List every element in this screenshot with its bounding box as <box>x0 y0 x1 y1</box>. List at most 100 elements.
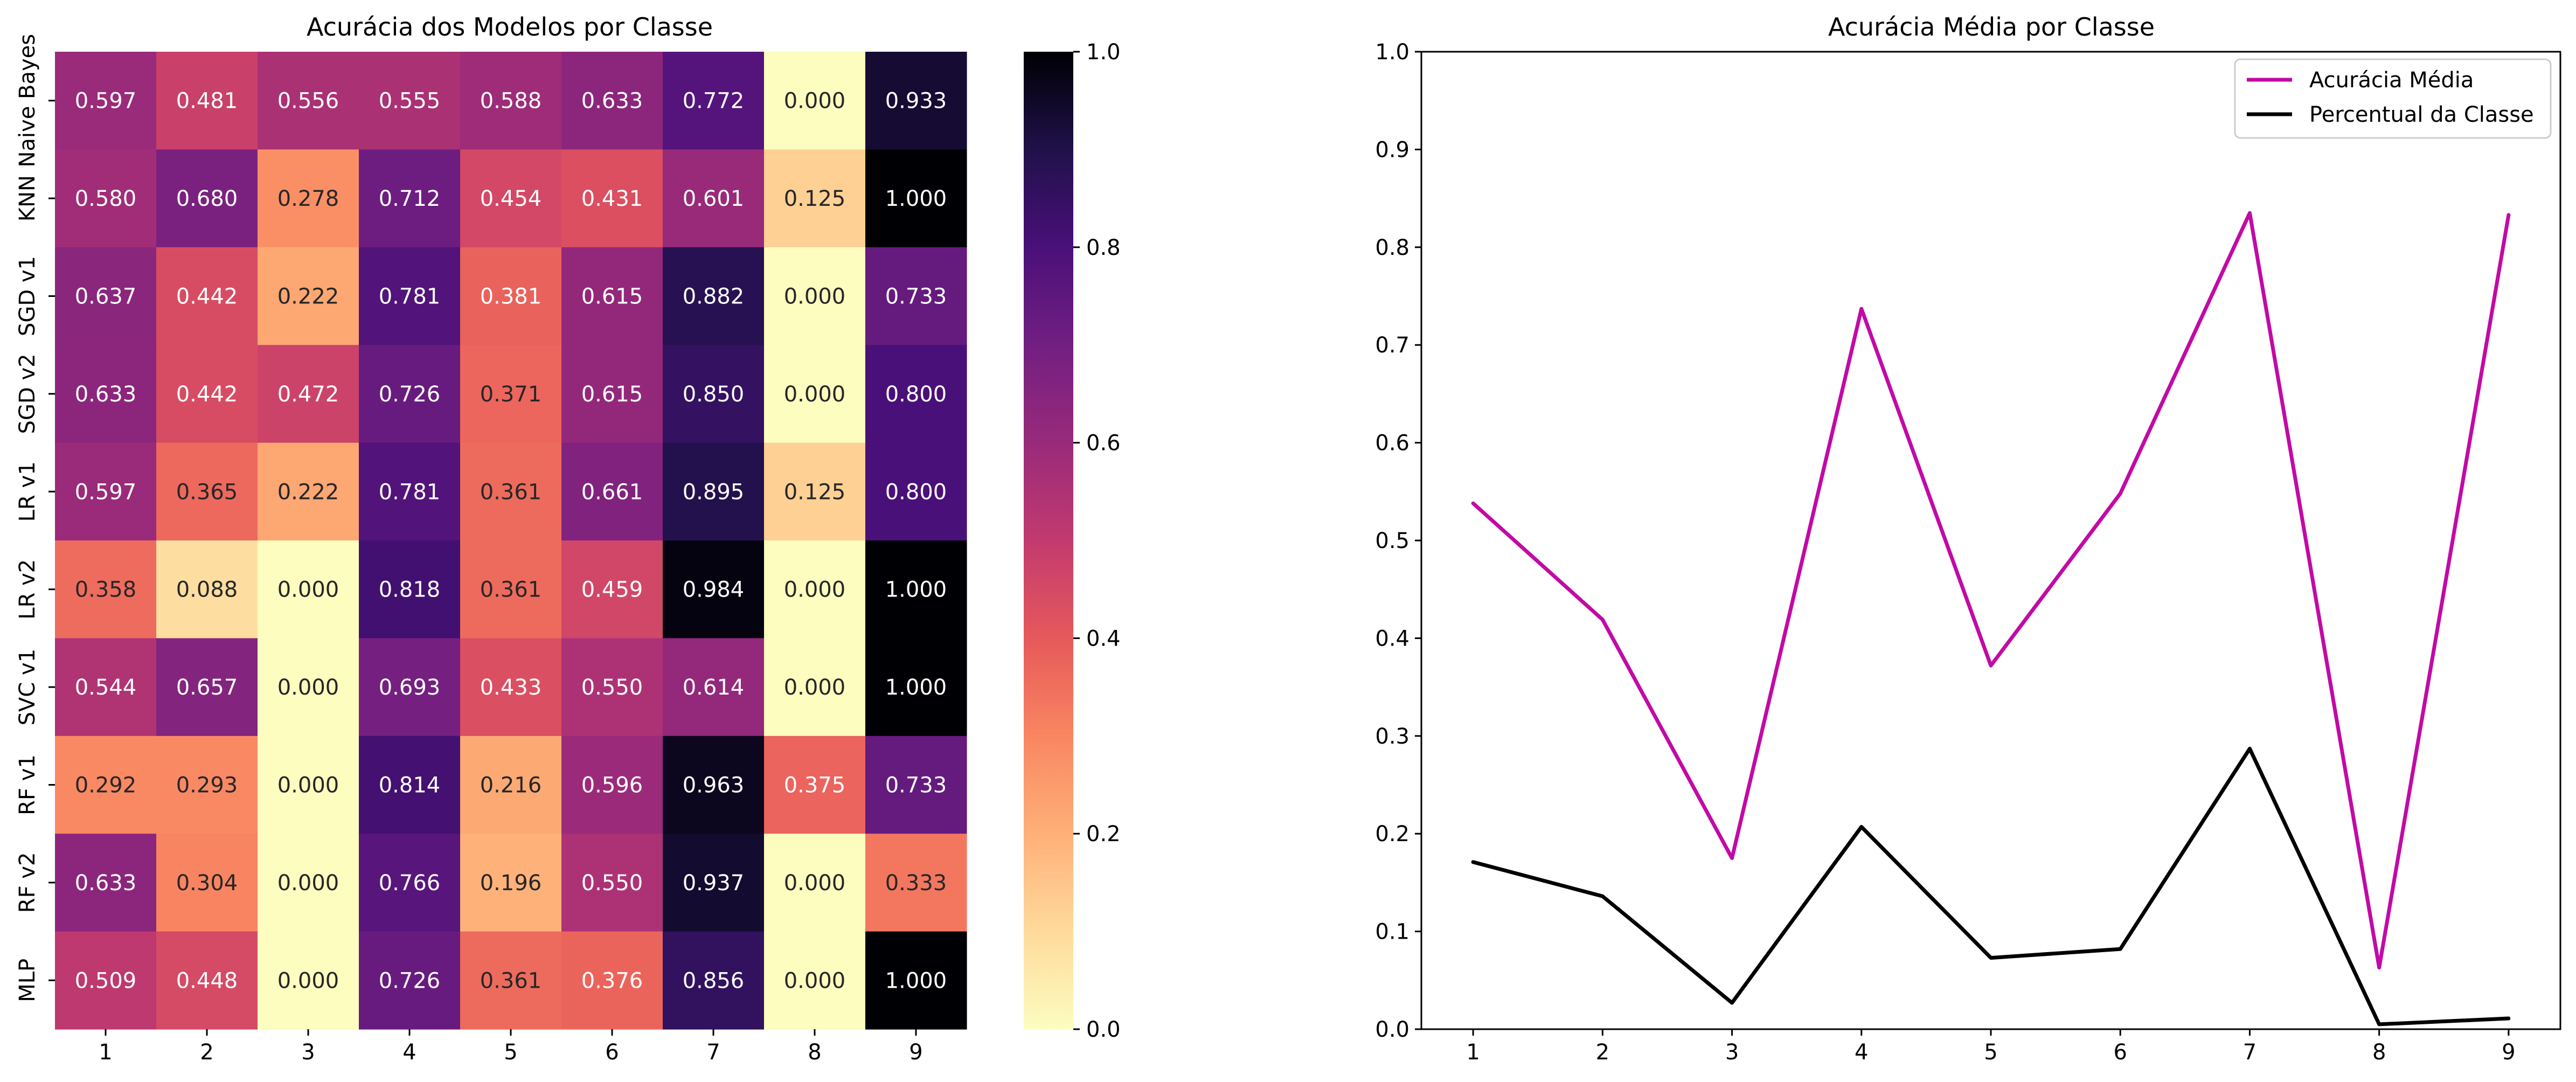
heatmap-cell <box>156 149 258 248</box>
heatmap-cell-label: 0.481 <box>176 89 238 114</box>
heatmap-cell-label: 0.293 <box>176 773 238 798</box>
legend: Acurácia Média Percentual da Classe <box>2234 58 2552 139</box>
heatmap-cell <box>764 149 866 248</box>
heatmap-y-tick-label: Naive Bayes <box>15 34 40 168</box>
heatmap-cell-label: 0.781 <box>379 285 441 309</box>
heatmap-cell <box>156 834 258 932</box>
heatmap-cell <box>561 834 663 932</box>
line-chart-y-tick-label: 0.1 <box>1375 920 1409 945</box>
heatmap-cell <box>663 442 765 541</box>
heatmap-cell <box>663 736 765 834</box>
heatmap-cell <box>764 247 866 345</box>
heatmap-cell <box>258 247 359 345</box>
heatmap-cell-label: 0.633 <box>75 871 137 896</box>
line-chart-x-tick-label: 2 <box>1596 1040 1609 1065</box>
heatmap-cell-label: 0.358 <box>75 578 137 602</box>
line-chart-x-tick-label: 9 <box>2502 1040 2515 1065</box>
heatmap-cell-label: 1.000 <box>885 675 947 700</box>
heatmap-cell-label: 0.544 <box>75 675 137 700</box>
heatmap-cell-label: 0.000 <box>277 773 339 798</box>
heatmap-cell <box>258 638 359 737</box>
heatmap-cell <box>258 52 359 150</box>
heatmap-cell <box>663 247 765 345</box>
heatmap-cell-label: 0.733 <box>885 285 947 309</box>
heatmap-cell-label: 0.442 <box>176 285 238 309</box>
heatmap-cell <box>359 52 461 150</box>
heatmap-cell-label: 0.125 <box>784 480 846 504</box>
heatmap-cell <box>663 834 765 932</box>
heatmap-cell-label: 0.614 <box>683 675 745 700</box>
heatmap-cell <box>764 52 866 150</box>
heatmap-cell-label: 0.000 <box>784 968 846 993</box>
colorbar: 0.0 0.2 0.4 0.6 0.8 1.0 <box>1024 40 1121 1042</box>
heatmap-cell <box>663 931 765 1030</box>
heatmap-cell-label: 0.000 <box>784 285 846 309</box>
line-series <box>1471 746 2511 1026</box>
heatmap-cell <box>55 442 157 541</box>
heatmap-cell-label: 0.766 <box>379 871 441 896</box>
heatmap-cell-label: 0.216 <box>480 773 542 798</box>
heatmap-x-tick-label: 2 <box>200 1040 213 1065</box>
heatmap-cell-label: 0.000 <box>784 871 846 896</box>
heatmap-x-tick-label: 1 <box>99 1040 112 1065</box>
heatmap-cell <box>156 345 258 443</box>
heatmap-cell-label: 0.000 <box>784 578 846 602</box>
line-chart-y-tick-label: 0.9 <box>1375 137 1409 162</box>
heatmap-cell-label: 0.550 <box>581 871 643 896</box>
heatmap-cell <box>865 931 967 1030</box>
heatmap-cell-label: 0.550 <box>581 675 643 700</box>
heatmap-cell-label: 0.712 <box>379 186 441 211</box>
heatmap-cell-label: 0.661 <box>581 480 643 504</box>
heatmap-cell-label: 0.088 <box>176 578 238 602</box>
heatmap-y-tick-label: RF v2 <box>15 852 40 913</box>
line-chart-panel: Acurácia Média por Classe 0.00.10.20.30.… <box>1375 12 2561 1065</box>
heatmap-cell-label: 0.000 <box>277 968 339 993</box>
heatmap-cell <box>156 736 258 834</box>
heatmap-cell-label: 0.937 <box>683 871 745 896</box>
heatmap-cell-label: 0.555 <box>379 89 441 114</box>
heatmap-x-tick-label: 7 <box>706 1040 720 1065</box>
heatmap-cell <box>55 638 157 737</box>
heatmap-cell <box>359 247 461 345</box>
heatmap-cell <box>258 931 359 1030</box>
heatmap-cell <box>561 345 663 443</box>
heatmap-cell <box>359 442 461 541</box>
heatmap-cell-label: 0.615 <box>581 382 643 407</box>
heatmap-cell <box>764 736 866 834</box>
heatmap-cell <box>258 736 359 834</box>
heatmap-cell-label: 0.588 <box>480 89 542 114</box>
heatmap-cell-label: 0.000 <box>784 675 846 700</box>
heatmap-cell-label: 0.693 <box>379 675 441 700</box>
heatmap-cell-label: 0.680 <box>176 186 238 211</box>
heatmap-cell <box>55 149 157 248</box>
line-chart-y-tick-label: 0.6 <box>1375 431 1409 456</box>
heatmap-cell <box>55 834 157 932</box>
heatmap-cell-label: 0.361 <box>480 480 542 504</box>
heatmap-cell-label: 0.596 <box>581 773 643 798</box>
line-chart-x-tick-label: 7 <box>2243 1040 2256 1065</box>
heatmap-cell <box>865 736 967 834</box>
heatmap-cell-label: 0.633 <box>75 382 137 407</box>
heatmap-cell-label: 0.856 <box>683 968 745 993</box>
heatmap-cell-label: 1.000 <box>885 186 947 211</box>
heatmap-cell-label: 0.814 <box>379 773 441 798</box>
heatmap-cell-label: 0.304 <box>176 871 238 896</box>
heatmap-cell <box>561 247 663 345</box>
heatmap-cell <box>460 345 562 443</box>
heatmap-x-ticks: 1 2 3 4 5 6 7 8 9 <box>99 1029 923 1065</box>
heatmap-cell <box>663 149 765 248</box>
heatmap-y-tick-label: SVC v1 <box>15 649 40 726</box>
line-chart-y-tick-label: 0.5 <box>1375 529 1409 553</box>
heatmap-cell <box>258 540 359 639</box>
heatmap-cell <box>55 931 157 1030</box>
heatmap-cell <box>258 149 359 248</box>
heatmap-cell <box>561 149 663 248</box>
heatmap-cell-label: 0.448 <box>176 968 238 993</box>
heatmap-cell <box>865 52 967 150</box>
heatmap-cell-label: 0.472 <box>277 382 339 407</box>
heatmap-cell-label: 0.454 <box>480 186 542 211</box>
heatmap-cell-label: 0.278 <box>277 186 339 211</box>
heatmap-cell <box>156 247 258 345</box>
legend-label: Percentual da Classe <box>2309 102 2534 127</box>
